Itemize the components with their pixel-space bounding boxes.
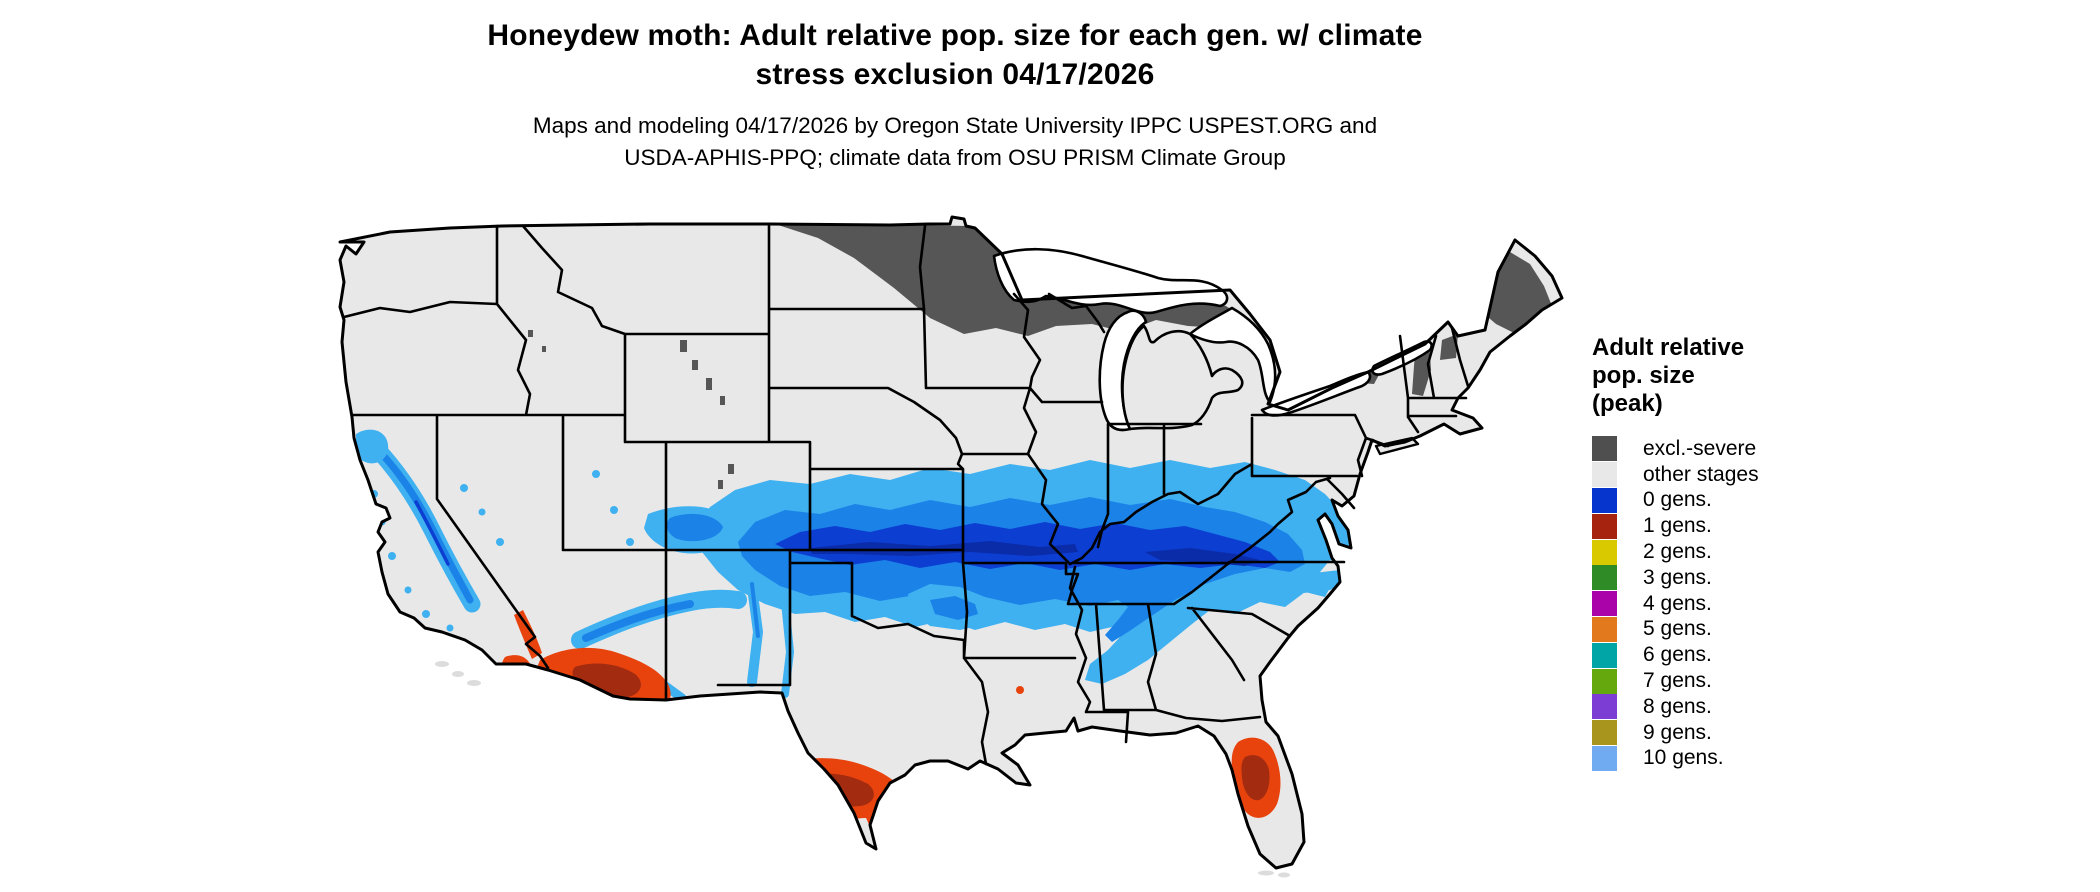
legend-item-10: 8 gens. (1592, 694, 1852, 720)
lake-superior (992, 247, 1229, 315)
legend-label: 5 gens. (1643, 617, 1712, 641)
map-subtitle-line-2: USDA-APHIS-PPQ; climate data from OSU PR… (624, 145, 1286, 170)
legend-swatch (1592, 642, 1617, 668)
legend-item-2: 0 gens. (1592, 487, 1852, 514)
overlay-san-juan-mid (666, 513, 723, 542)
legend-swatch (1592, 462, 1617, 488)
legend-item-1: other stages (1592, 462, 1852, 488)
legend-label: 6 gens. (1643, 643, 1712, 667)
legend-item-9: 7 gens. (1592, 668, 1852, 694)
legend-title: Adult relative pop. size (peak) (1592, 334, 1745, 417)
legend-swatch (1592, 720, 1617, 746)
state-borders (342, 224, 1487, 766)
legend-label: 2 gens. (1643, 540, 1712, 564)
map-container (330, 212, 1570, 882)
legend-label: excl.-severe (1643, 436, 1757, 460)
legend-label: 1 gens. (1643, 514, 1712, 538)
legend-item-8: 6 gens. (1592, 642, 1852, 668)
legend-label: 3 gens. (1643, 565, 1712, 589)
overlay-mogollon-rim (571, 589, 747, 649)
overlay-excl-white-mountains (1440, 334, 1458, 360)
legend-swatch (1592, 616, 1617, 642)
legend-swatch (1592, 539, 1617, 565)
legend-label: 4 gens. (1643, 591, 1712, 615)
map-title-line-2: stress exclusion 04/17/2026 (755, 58, 1155, 91)
legend-swatch (1592, 436, 1617, 462)
overlay-sierra-nevada (369, 441, 481, 613)
legend-swatch (1592, 745, 1617, 771)
legend-swatch (1592, 591, 1617, 617)
map-subtitle: Maps and modeling 04/17/2026 by Oregon S… (310, 110, 1600, 174)
legend-label: 10 gens. (1643, 746, 1724, 770)
legend-label: other stages (1643, 462, 1759, 486)
legend-item-12: 10 gens. (1592, 745, 1852, 772)
channel-islands (435, 661, 1290, 878)
legend-label: 9 gens. (1643, 720, 1712, 744)
legend-item-5: 3 gens. (1592, 565, 1852, 591)
overlay-band-core-west (810, 541, 1078, 556)
legend-item-7: 5 gens. (1592, 616, 1852, 643)
legend-items: excl.-severe other stages 0 gens. 1 gens. 2 … (1592, 436, 1852, 771)
us-map (338, 215, 1564, 878)
map-subtitle-line-1: Maps and modeling 04/17/2026 by Oregon S… (532, 113, 1378, 138)
map-legend: Adult relative pop. size (peak) excl.-se… (1592, 334, 1852, 771)
legend-item-3: 1 gens. (1592, 513, 1852, 539)
map-header: Honeydew moth: Adult relative pop. size … (310, 16, 1600, 174)
overlay-band-light-nc-coast (1270, 570, 1352, 594)
legend-item-0: excl.-severe (1592, 436, 1852, 462)
legend-item-6: 4 gens. (1592, 591, 1852, 617)
legend-label: 8 gens. (1643, 694, 1712, 718)
overlay-red-colorado-river (514, 610, 542, 659)
overlay-red-florida-core (1241, 755, 1270, 801)
legend-item-4: 2 gens. (1592, 539, 1852, 565)
legend-swatch (1592, 565, 1617, 591)
legend-swatch (1592, 668, 1617, 694)
overlay-red-louisiana-speck (1016, 686, 1024, 694)
map-title-line-1: Honeydew moth: Adult relative pop. size … (487, 19, 1423, 52)
legend-item-11: 9 gens. (1592, 720, 1852, 746)
legend-swatch (1592, 487, 1617, 513)
legend-label: 0 gens. (1643, 488, 1712, 512)
overlay-klamath (356, 429, 389, 464)
legend-swatch (1592, 694, 1617, 720)
legend-label: 7 gens. (1643, 669, 1712, 693)
michigan-mitten (1121, 324, 1244, 431)
legend-swatch (1592, 513, 1617, 539)
